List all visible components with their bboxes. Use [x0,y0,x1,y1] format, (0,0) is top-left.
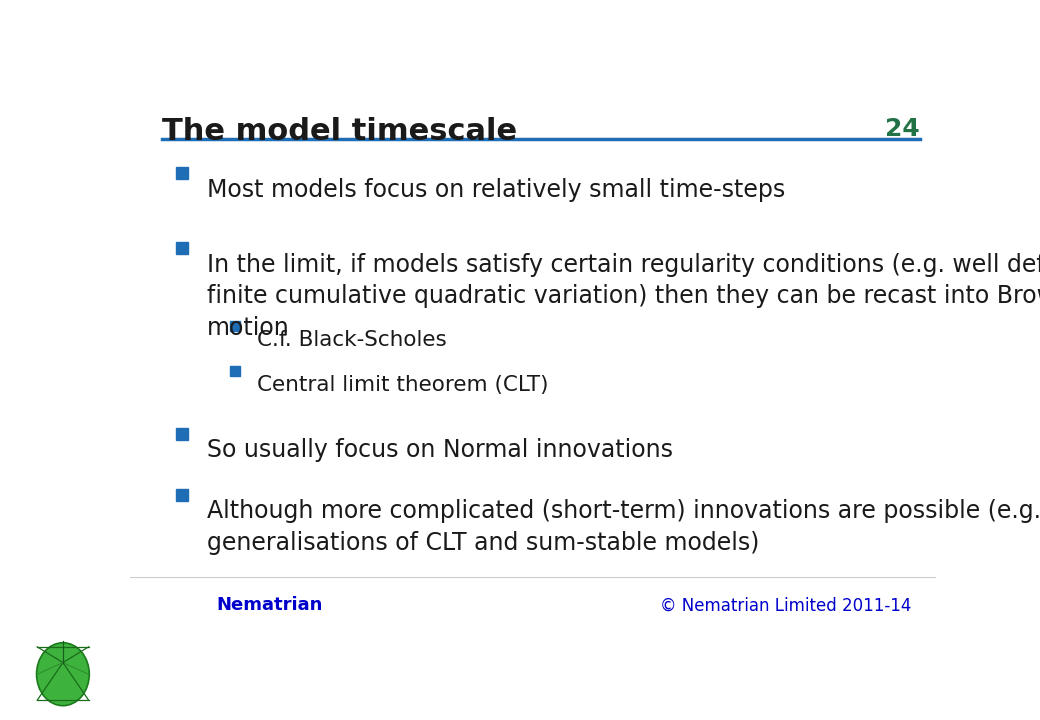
Ellipse shape [36,643,89,706]
Text: Nematrian: Nematrian [216,596,322,614]
Text: C.f. Black-Scholes: C.f. Black-Scholes [257,330,447,351]
Text: © Nematrian Limited 2011-14: © Nematrian Limited 2011-14 [660,596,912,614]
Text: Most models focus on relatively small time-steps: Most models focus on relatively small ti… [207,178,785,202]
Text: So usually focus on Normal innovations: So usually focus on Normal innovations [207,438,673,462]
Text: Central limit theorem (CLT): Central limit theorem (CLT) [257,374,549,395]
Text: In the limit, if models satisfy certain regularity conditions (e.g. well defined: In the limit, if models satisfy certain … [207,253,1040,340]
Text: 24: 24 [885,117,920,141]
Text: Although more complicated (short-term) innovations are possible (e.g.
generalisa: Although more complicated (short-term) i… [207,500,1040,555]
Text: The model timescale: The model timescale [162,117,517,146]
